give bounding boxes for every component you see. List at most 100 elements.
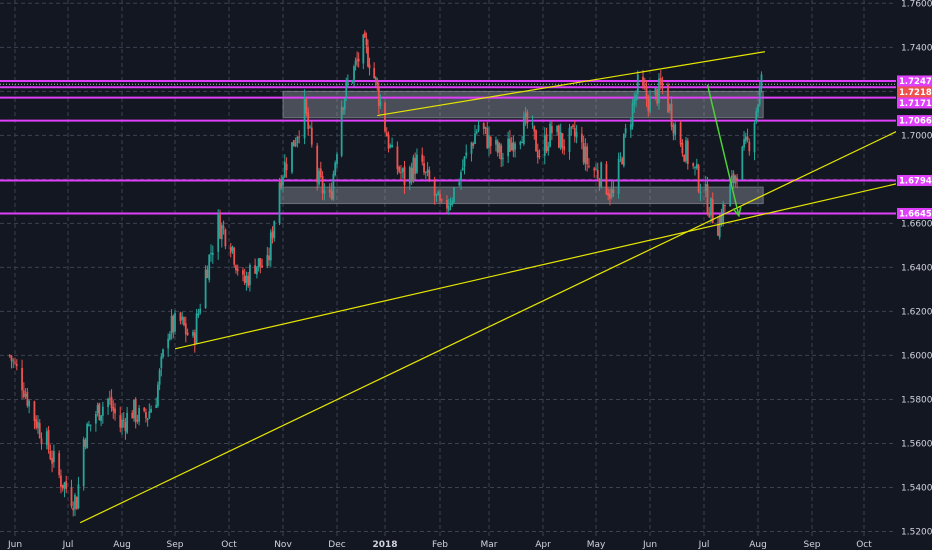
candle [396,141,399,175]
candle [440,198,443,204]
candle [472,141,475,149]
candle [160,353,163,377]
candle [718,212,721,240]
candle [183,316,185,327]
candle [697,163,700,194]
price-tick-label: 1.52000 [901,527,932,537]
arrow-shaft[interactable] [706,84,740,216]
candle [679,120,682,147]
candle [704,176,707,197]
candle [229,242,232,258]
candle [40,432,43,450]
candle [596,162,599,181]
candle [249,263,251,292]
candle [363,30,366,38]
candle [391,137,393,148]
candle [412,154,415,183]
candle [536,143,539,164]
candle [538,149,541,160]
candle [110,389,113,412]
candle [143,406,146,413]
candle [642,69,644,90]
candle [211,245,214,264]
time-tick-label: Mar [481,540,498,550]
candle [624,123,627,138]
candle [181,311,184,325]
candle [744,132,747,145]
price-tick-label: 1.62000 [901,307,932,317]
candle [433,176,436,205]
trendline[interactable] [174,178,917,350]
candle [656,88,659,107]
candle [428,166,431,183]
candle [654,87,657,101]
candle [496,139,499,157]
time-axis-panel[interactable] [0,537,896,550]
candle [206,265,209,279]
candle [461,159,464,172]
candle [410,162,413,185]
zone-box[interactable] [282,90,764,119]
candle [699,183,702,202]
candle [416,148,418,174]
candle [470,141,473,162]
candle [28,399,31,414]
level-badge [897,115,932,127]
candle [292,139,295,147]
candle [119,406,122,433]
candle [729,181,732,207]
candle [667,82,669,114]
candle [387,131,390,153]
time-axis: Jun Jul Aug Sep Oct Nov Dec 2018 Feb Mar Apr May Jun… [7,540,872,550]
candle [400,165,402,180]
trendline[interactable] [377,51,766,117]
horizontal-levels[interactable] [0,79,896,215]
candle [710,197,712,223]
candle [477,120,480,133]
candle [658,73,660,110]
candle [674,121,677,141]
candle [408,165,411,191]
candle [568,123,571,160]
candle [621,156,624,165]
candle [463,155,466,175]
candle [672,122,675,141]
candle [760,71,763,93]
candle [451,197,454,207]
zone-box[interactable] [279,186,764,205]
candle [598,177,601,192]
candle [157,381,159,408]
trendline[interactable] [79,121,917,524]
price-tick-label: 1.54000 [901,483,932,493]
candle [100,415,102,427]
candle [368,57,371,76]
candle [150,405,152,413]
candle [309,124,311,129]
candle [261,258,263,269]
candle [184,316,187,343]
candle [10,354,13,369]
candle [354,57,357,71]
price-tick-label: 1.58000 [901,395,932,405]
time-tick-label: Sep [804,540,821,550]
candle [122,412,125,428]
candle [424,171,427,180]
candle [98,402,101,421]
candle [49,444,52,461]
candle [573,120,576,143]
candle [633,92,636,113]
candle [686,138,689,170]
candle [186,328,189,336]
candle [134,397,137,429]
level-badges: 1.724711.721841.71714 1.70669 1.67948 1.664… [897,75,932,219]
projection-arrow[interactable] [706,84,742,218]
candle [305,98,308,117]
candle [586,143,589,172]
candle [426,162,429,177]
candle [484,126,487,134]
trendlines[interactable] [79,51,917,524]
candle [610,179,613,200]
candle [593,166,596,178]
candle [379,94,382,110]
